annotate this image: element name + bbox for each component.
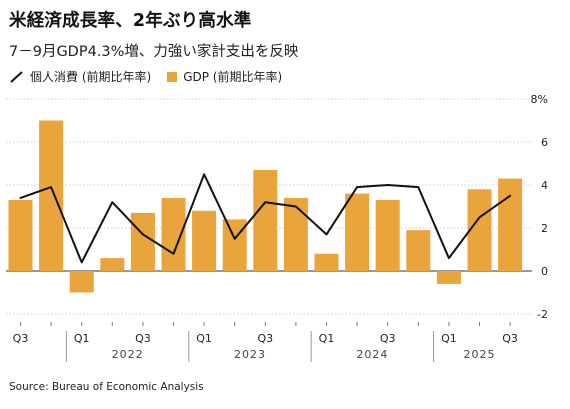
legend-label-consumption: 個人消費 (前期比年率) xyxy=(30,70,152,84)
chart-subtitle: 7－9月GDP4.3%増、力強い家計支出を反映 xyxy=(9,44,299,60)
gdp-bar xyxy=(314,253,339,271)
gdp-bar xyxy=(8,200,33,271)
gdp-bar xyxy=(130,212,155,271)
x-tick-label: Q3 xyxy=(380,332,396,345)
y-tick-label: -2 xyxy=(537,308,548,321)
x-tick-label: Q1 xyxy=(441,332,457,345)
year-label: 2025 xyxy=(464,348,496,361)
gdp-bar xyxy=(498,178,523,271)
gdp-bar xyxy=(436,271,461,284)
x-tick-label: Q3 xyxy=(502,332,518,345)
line-swatch-icon xyxy=(10,70,23,83)
gdp-bar xyxy=(222,219,247,271)
gdp-bar xyxy=(406,230,431,271)
x-tick-label: Q1 xyxy=(74,332,90,345)
y-tick-label: 6 xyxy=(541,136,548,149)
x-tick-label: Q3 xyxy=(13,332,29,345)
gdp-bar xyxy=(192,210,217,271)
chart-title: 米経済成長率、2年ぶり高水準 xyxy=(9,11,252,31)
gdp-bar xyxy=(39,120,64,271)
y-axis-ticks: 8% 6 4 2 0 -2 xyxy=(531,93,548,321)
year-label: 2022 xyxy=(112,348,144,361)
y-tick-label: 8% xyxy=(531,93,548,106)
gdp-bar xyxy=(375,200,400,271)
x-tick-label: Q3 xyxy=(135,332,151,345)
bar-swatch-icon xyxy=(167,71,178,82)
y-tick-label: 4 xyxy=(541,179,548,192)
x-tick-label: Q3 xyxy=(257,332,273,345)
year-label: 2024 xyxy=(356,348,388,361)
consumption-series-line xyxy=(19,173,512,264)
gdp-bar xyxy=(345,193,370,271)
y-tick-label: 0 xyxy=(541,265,548,278)
x-axis: Q3 Q1 Q3 Q1 Q3 Q1 Q3 Q1 Q3 2022 2023 2024 2025 xyxy=(13,322,518,362)
legend-item-gdp: GDP (前期比年率) xyxy=(167,68,282,85)
x-tick-label: Q1 xyxy=(196,332,212,345)
gdp-bar xyxy=(283,197,308,271)
consumption-line xyxy=(19,173,512,264)
gdp-bar xyxy=(100,258,125,271)
gdp-bar xyxy=(253,169,278,271)
legend-item-consumption: 個人消費 (前期比年率) xyxy=(9,68,151,85)
source-note: Source: Bureau of Economic Analysis xyxy=(9,381,204,393)
year-label: 2023 xyxy=(234,348,266,361)
legend-label-gdp: GDP (前期比年率) xyxy=(183,70,283,84)
x-tick-label: Q1 xyxy=(319,332,335,345)
gdp-bar xyxy=(467,189,492,271)
gdp-bar xyxy=(69,271,94,293)
y-tick-label: 2 xyxy=(541,222,548,235)
legend: 個人消費 (前期比年率) GDP (前期比年率) xyxy=(9,68,298,85)
gdp-bars xyxy=(8,120,523,293)
